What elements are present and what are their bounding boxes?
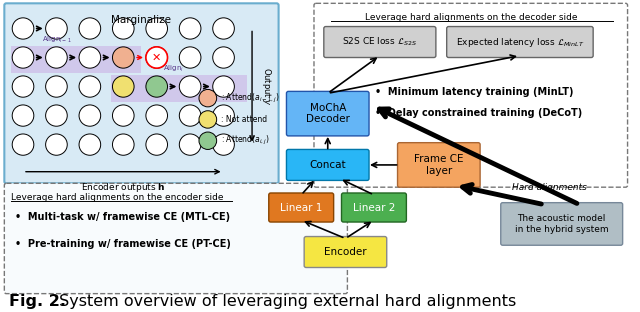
Text: System overview of leveraging external hard alignments: System overview of leveraging external h…	[54, 294, 516, 309]
Circle shape	[45, 134, 67, 155]
Circle shape	[12, 76, 34, 97]
Circle shape	[146, 76, 168, 97]
Circle shape	[45, 47, 67, 68]
Circle shape	[45, 76, 67, 97]
FancyBboxPatch shape	[342, 193, 406, 222]
Text: : Attend$(a_{i-1,j})$: : Attend$(a_{i-1,j})$	[221, 92, 279, 105]
Circle shape	[113, 18, 134, 39]
Circle shape	[12, 47, 34, 68]
Circle shape	[179, 47, 201, 68]
Text: MoChA
Decoder: MoChA Decoder	[306, 103, 349, 124]
Circle shape	[199, 90, 217, 107]
FancyBboxPatch shape	[500, 203, 623, 245]
Circle shape	[79, 134, 100, 155]
Circle shape	[113, 47, 134, 68]
Bar	[12, 46, 141, 73]
Circle shape	[212, 134, 234, 155]
Text: : Not attend: : Not attend	[221, 115, 267, 124]
Circle shape	[45, 105, 67, 126]
Text: •  Multi-task w/ framewise CE (MTL-CE): • Multi-task w/ framewise CE (MTL-CE)	[15, 212, 230, 222]
FancyBboxPatch shape	[324, 27, 436, 57]
Circle shape	[146, 18, 168, 39]
Text: Output $y$: Output $y$	[260, 67, 273, 106]
Circle shape	[179, 105, 201, 126]
Text: The acoustic model
in the hybrid system: The acoustic model in the hybrid system	[515, 214, 609, 234]
Circle shape	[146, 105, 168, 126]
Circle shape	[179, 18, 201, 39]
Text: Expected latency loss $\mathcal{L}_{MinLT}$: Expected latency loss $\mathcal{L}_{MinL…	[456, 36, 584, 49]
Text: Align$_{i-1}$: Align$_{i-1}$	[42, 35, 71, 45]
FancyBboxPatch shape	[304, 236, 387, 267]
Circle shape	[212, 105, 234, 126]
Text: Hard alignments: Hard alignments	[513, 183, 588, 192]
Circle shape	[146, 47, 168, 68]
Circle shape	[79, 18, 100, 39]
Text: Leverage hard alignments on the decoder side: Leverage hard alignments on the decoder …	[365, 13, 577, 22]
Circle shape	[113, 134, 134, 155]
FancyBboxPatch shape	[4, 3, 278, 183]
Circle shape	[199, 132, 217, 149]
Circle shape	[146, 134, 168, 155]
Text: Fig. 2.: Fig. 2.	[9, 294, 67, 309]
FancyBboxPatch shape	[4, 183, 348, 294]
Text: Linear 1: Linear 1	[280, 202, 323, 212]
Text: •  Delay constrained training (DeCoT): • Delay constrained training (DeCoT)	[375, 108, 582, 118]
Bar	[111, 75, 247, 102]
Text: : Attend$(a_{i,j})$: : Attend$(a_{i,j})$	[221, 134, 269, 147]
FancyBboxPatch shape	[397, 143, 480, 187]
FancyBboxPatch shape	[287, 91, 369, 136]
Circle shape	[79, 47, 100, 68]
Text: Encoder: Encoder	[324, 247, 367, 257]
Circle shape	[45, 18, 67, 39]
Circle shape	[199, 111, 217, 128]
Circle shape	[12, 18, 34, 39]
Circle shape	[212, 18, 234, 39]
Circle shape	[79, 105, 100, 126]
Circle shape	[79, 76, 100, 97]
Text: Concat: Concat	[309, 160, 346, 170]
FancyBboxPatch shape	[447, 27, 593, 57]
Text: ✕: ✕	[152, 52, 161, 62]
FancyBboxPatch shape	[287, 149, 369, 180]
Circle shape	[146, 47, 168, 68]
Circle shape	[212, 76, 234, 97]
Circle shape	[179, 76, 201, 97]
Circle shape	[113, 76, 134, 97]
Text: •  Pre-training w/ framewise CE (PT-CE): • Pre-training w/ framewise CE (PT-CE)	[15, 239, 231, 249]
Text: Frame CE
layer: Frame CE layer	[414, 154, 463, 176]
Circle shape	[212, 47, 234, 68]
Text: S2S CE loss $\mathcal{L}_{S2S}$: S2S CE loss $\mathcal{L}_{S2S}$	[342, 36, 417, 48]
Text: •  Minimum latency training (MinLT): • Minimum latency training (MinLT)	[375, 86, 573, 96]
Text: Marginalize: Marginalize	[111, 15, 171, 25]
Text: Encoder outputs $\mathbf{h}$: Encoder outputs $\mathbf{h}$	[81, 181, 166, 194]
FancyBboxPatch shape	[269, 193, 333, 222]
Circle shape	[113, 105, 134, 126]
Text: Align$_{i}$: Align$_{i}$	[163, 64, 184, 74]
Text: Linear 2: Linear 2	[353, 202, 395, 212]
FancyBboxPatch shape	[314, 3, 628, 187]
Circle shape	[179, 134, 201, 155]
Text: Leverage hard alignments on the encoder side: Leverage hard alignments on the encoder …	[12, 193, 224, 202]
Circle shape	[12, 134, 34, 155]
Circle shape	[12, 105, 34, 126]
